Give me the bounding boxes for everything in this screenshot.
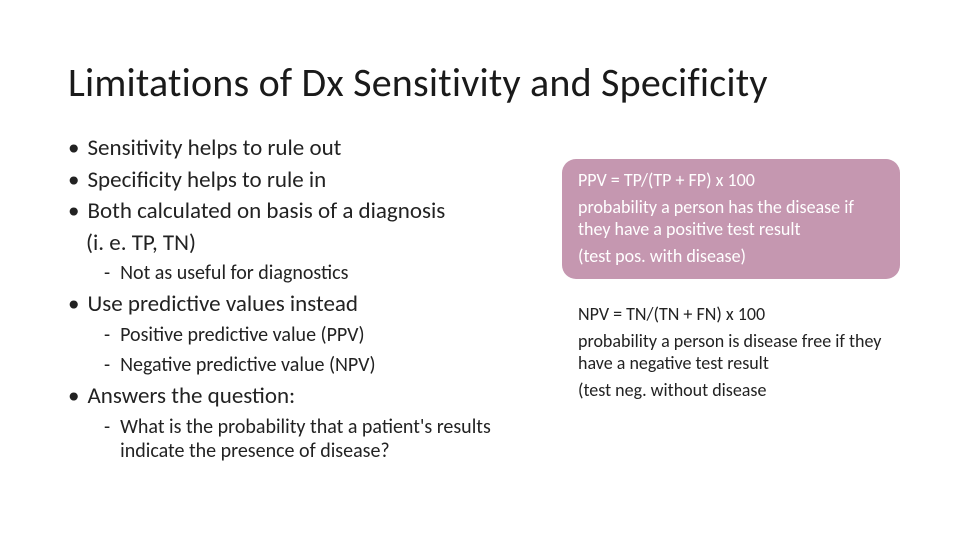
subbullet-text: What is the probability that a patient's…: [120, 415, 538, 463]
subbullet-what-probability: - What is the probability that a patient…: [104, 415, 538, 463]
dash-icon: -: [104, 353, 110, 377]
bullet-sensitivity: • Sensitivity helps to rule out: [68, 135, 538, 163]
npv-box: NPV = TN/(TN + FN) x 100 probability a p…: [562, 293, 900, 413]
subbullet-not-useful: - Not as useful for diagnostics: [104, 261, 538, 285]
left-column: • Sensitivity helps to rule out • Specif…: [68, 135, 538, 469]
ppv-box: PPV = TP/(TP + FP) x 100 probability a p…: [562, 159, 900, 279]
ppv-formula: PPV = TP/(TP + FP) x 100: [578, 169, 884, 192]
slide: Limitations of Dx Sensitivity and Specif…: [0, 0, 960, 540]
npv-note: (test neg. without disease: [578, 379, 884, 402]
bullet-text: Both calculated on basis of a diagnosis: [87, 198, 538, 226]
slide-title: Limitations of Dx Sensitivity and Specif…: [68, 58, 900, 107]
bullet-predictive-values: • Use predictive values instead: [68, 291, 538, 319]
box-separator: [562, 279, 900, 293]
npv-formula: NPV = TN/(TN + FN) x 100: [578, 303, 884, 326]
ppv-note: (test pos. with disease): [578, 245, 884, 268]
dash-icon: -: [104, 415, 110, 463]
bullet-dot-icon: •: [68, 291, 79, 319]
bullet-text: Use predictive values instead: [87, 291, 538, 319]
bullet-text: Sensitivity helps to rule out: [87, 135, 538, 163]
npv-probability: probability a person is disease free if …: [578, 330, 884, 375]
subbullet-npv: - Negative predictive value (NPV): [104, 353, 538, 377]
content-columns: • Sensitivity helps to rule out • Specif…: [68, 135, 900, 469]
bullet-dot-icon: •: [68, 167, 79, 195]
bullet-both-calculated: • Both calculated on basis of a diagnosi…: [68, 198, 538, 226]
bullet-answers-question: • Answers the question:: [68, 383, 538, 411]
bullet-dot-icon: •: [68, 135, 79, 163]
ppv-probability: probability a person has the disease if …: [578, 196, 884, 241]
dash-icon: -: [104, 261, 110, 285]
bullet-text: Answers the question:: [87, 383, 538, 411]
subbullet-ppv: - Positive predictive value (PPV): [104, 323, 538, 347]
right-column: PPV = TP/(TP + FP) x 100 probability a p…: [562, 135, 900, 469]
bullet-specificity: • Specificity helps to rule in: [68, 167, 538, 195]
bullet-text: Specificity helps to rule in: [87, 167, 538, 195]
bullet-dot-icon: •: [68, 383, 79, 411]
subbullet-text: Negative predictive value (NPV): [120, 353, 538, 377]
subbullet-text: Not as useful for diagnostics: [120, 261, 538, 285]
bullet-dot-icon: •: [68, 198, 79, 226]
subbullet-text: Positive predictive value (PPV): [120, 323, 538, 347]
bullet-both-cont: (i. e. TP, TN): [68, 230, 538, 258]
dash-icon: -: [104, 323, 110, 347]
